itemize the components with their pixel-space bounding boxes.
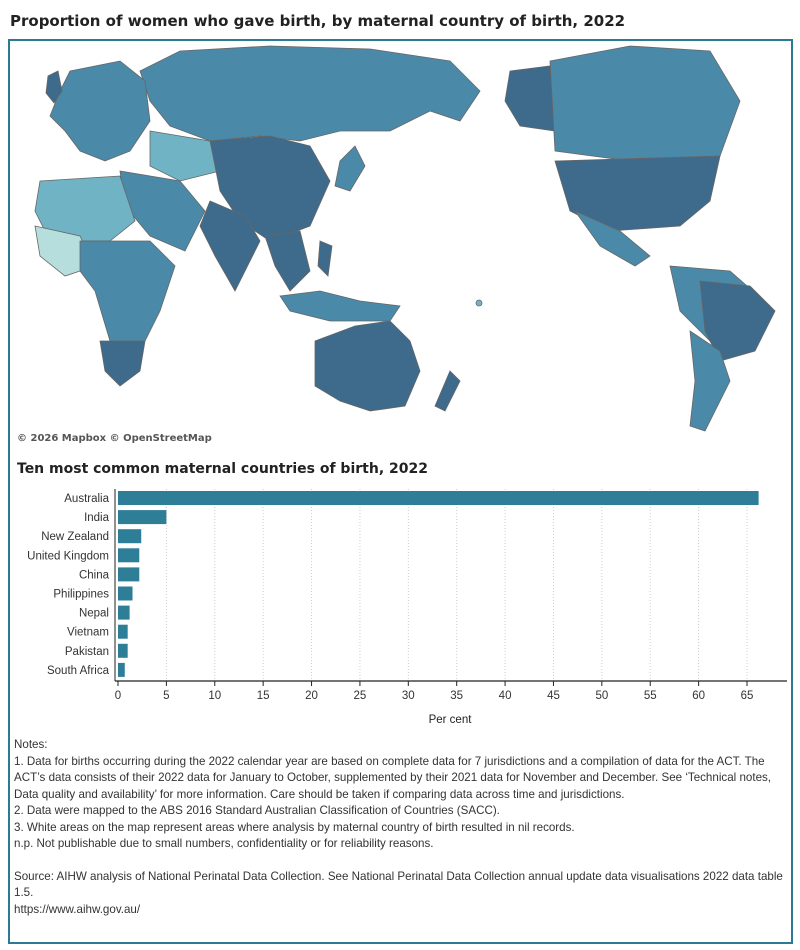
note-1: 1. Data for births occurring during the … (14, 754, 772, 801)
map-region-pacific-island (475, 299, 483, 307)
bar-india[interactable] (118, 510, 167, 525)
map-region-central-africa (79, 240, 176, 352)
category-label: Australia (64, 493, 109, 505)
category-label: South Africa (47, 665, 110, 677)
map-region-australia (314, 320, 421, 412)
choropleth-map[interactable] (10, 41, 790, 449)
note-3: 3. White areas on the map represent area… (14, 820, 575, 834)
map-region-japan (334, 145, 366, 192)
category-label: Philippines (53, 589, 109, 601)
category-label: New Zealand (41, 531, 109, 543)
x-tick-label: 65 (741, 690, 754, 702)
bar-chart: Australia India New Zealand United Kingdom C… (27, 489, 787, 726)
x-tick-label: 60 (692, 690, 705, 702)
note-2: 2. Data were mapped to the ABS 2016 Stan… (14, 804, 500, 817)
bar-south-africa[interactable] (118, 662, 125, 677)
map-region-usa (554, 155, 721, 232)
category-label: Pakistan (65, 646, 109, 658)
x-tick-label: 10 (208, 690, 221, 702)
map-region-brazil (699, 280, 776, 362)
map-region-new-zealand (434, 370, 461, 412)
x-tick-label: 40 (499, 690, 512, 702)
map-region-south-africa (99, 340, 146, 387)
x-axis-label: Per cent (429, 714, 473, 726)
category-label: United Kingdom (27, 550, 109, 562)
note-np: n.p. Not publishable due to small number… (14, 837, 434, 850)
category-label: Vietnam (67, 627, 109, 639)
notes-heading: Notes: (14, 738, 48, 751)
bar-australia[interactable] (118, 491, 759, 505)
chart-title: Ten most common maternal countries of bi… (17, 461, 428, 477)
source-url[interactable]: https://www.aihw.gov.au/ (14, 902, 141, 916)
bar-vietnam[interactable] (118, 624, 128, 639)
x-tick-label: 30 (402, 690, 415, 702)
x-tick-label: 15 (257, 690, 270, 702)
category-label: Nepal (79, 608, 109, 620)
map-region-india (199, 200, 261, 292)
map-region-russia (139, 45, 481, 142)
notes-section: Notes: 1. Data for births occurring duri… (14, 737, 789, 918)
viz-frame (8, 39, 793, 944)
map-region-middle-east (119, 170, 206, 252)
bar-united-kingdom[interactable] (118, 548, 140, 563)
bar-new-zealand[interactable] (118, 529, 142, 544)
source-text: Source: AIHW analysis of National Perina… (14, 869, 783, 900)
map-region-uk (45, 70, 63, 104)
bar-philippines[interactable] (118, 586, 133, 601)
x-tick-label: 25 (354, 690, 367, 702)
x-tick-label: 55 (644, 690, 657, 702)
map-region-se-asia (264, 230, 311, 292)
map-region-alaska (504, 65, 556, 132)
map-region-indonesia (279, 290, 401, 322)
x-tick-label: 35 (450, 690, 463, 702)
map-region-mexico (573, 210, 651, 267)
x-tick-label: 20 (305, 690, 318, 702)
map-region-central-asia (149, 130, 221, 182)
map-region-philippines (317, 240, 333, 277)
bar-china[interactable] (118, 567, 140, 582)
category-label: China (79, 569, 110, 581)
map-region-europe (49, 60, 151, 162)
map-region-south-america-south (689, 330, 731, 432)
x-tick-label: 0 (115, 690, 121, 702)
x-tick-label: 45 (547, 690, 560, 702)
bar-pakistan[interactable] (118, 643, 128, 658)
map-credit: © 2026 Mapbox © OpenStreetMap (17, 433, 212, 444)
bar-nepal[interactable] (118, 605, 130, 620)
map-region-canada (549, 45, 741, 162)
x-tick-label: 50 (595, 690, 608, 702)
x-tick-label: 5 (163, 690, 169, 702)
page-title: Proportion of women who gave birth, by m… (10, 12, 626, 30)
category-label: India (84, 512, 110, 524)
